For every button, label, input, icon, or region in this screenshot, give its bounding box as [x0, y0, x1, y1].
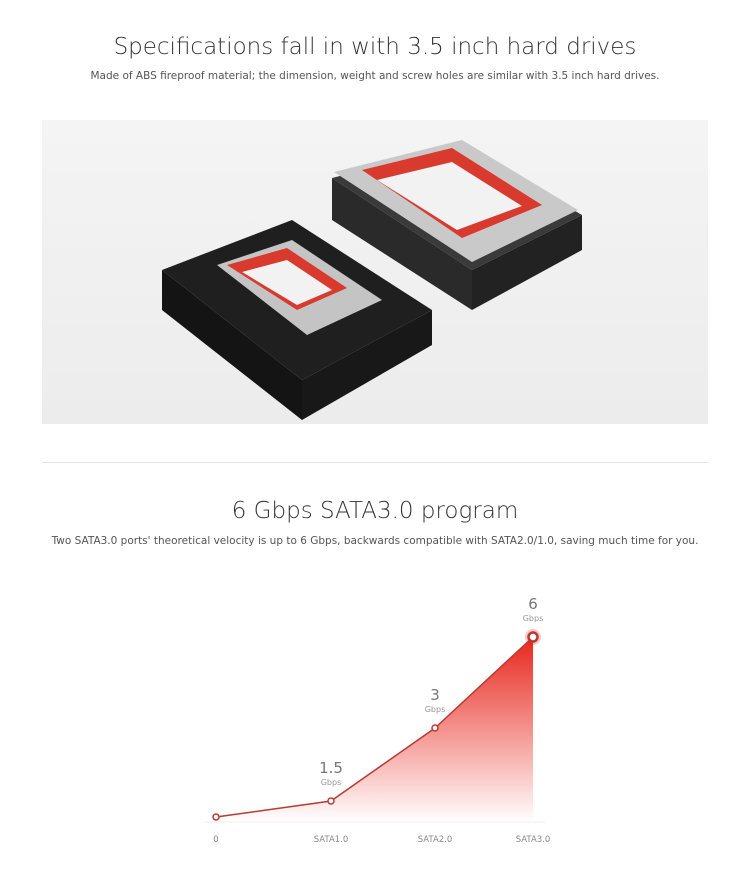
- data-label: 3: [430, 686, 440, 704]
- x-tick-label: SATA1.0: [314, 835, 349, 845]
- data-label-unit: Gbps: [523, 614, 544, 623]
- section-subtitle-sata: Two SATA3.0 ports' theoretical velocity …: [51, 535, 699, 547]
- adapter-with-2-5-drive-image: [162, 220, 432, 420]
- data-label: 1.5: [319, 759, 343, 777]
- x-tick-label: SATA3.0: [516, 835, 551, 845]
- data-point: [212, 813, 220, 821]
- data-point: [431, 724, 439, 732]
- x-tick-label: 0: [213, 835, 218, 845]
- data-point: [327, 797, 335, 805]
- section-subtitle-specs: Made of ABS fireproof material; the dime…: [90, 70, 660, 82]
- product-photo: [42, 120, 708, 424]
- area-fill: [216, 637, 533, 822]
- section-title-sata: 6 Gbps SATA3.0 program: [231, 498, 519, 524]
- data-label-unit: Gbps: [321, 778, 342, 787]
- data-point: [527, 631, 539, 643]
- data-label-unit: Gbps: [425, 705, 446, 714]
- hard-drive-3-5-image: [332, 140, 582, 310]
- data-label: 6: [528, 595, 538, 613]
- section-title-specs: Specifications fall in with 3.5 inch har…: [113, 34, 637, 60]
- x-tick-label: SATA2.0: [418, 835, 453, 845]
- series-line: [215, 636, 534, 818]
- section-divider: [42, 462, 708, 463]
